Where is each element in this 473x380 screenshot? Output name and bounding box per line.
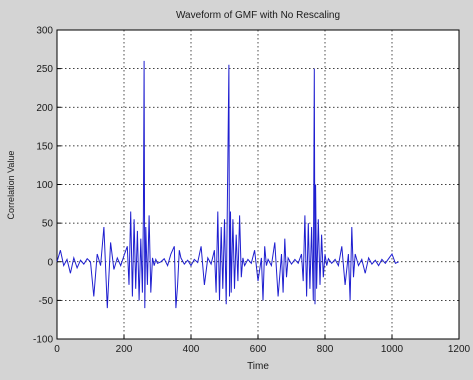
y-tick-label: 100 — [36, 180, 53, 191]
x-axis-label: Time — [247, 361, 269, 372]
y-tick-label: 300 — [36, 26, 53, 37]
y-tick-label: 200 — [36, 103, 53, 114]
x-tick-label: 600 — [250, 344, 267, 355]
series-layer — [56, 60, 399, 309]
y-tick-label: 50 — [42, 219, 54, 230]
y-tick-label: -50 — [39, 296, 54, 307]
grid-lines — [57, 30, 459, 339]
y-tick-label: 0 — [47, 257, 53, 268]
y-axis-label: Correlation Value — [6, 151, 16, 220]
x-tick-label: 0 — [54, 344, 60, 355]
x-tick-label: 1200 — [448, 344, 471, 355]
x-tick-label: 1000 — [381, 344, 404, 355]
chart-title: Waveform of GMF with No Rescaling — [176, 10, 340, 21]
series-line — [56, 60, 399, 309]
axis-ticks: 0 200 400 600 800 1000 1200 -100 -50 0 50 100 150 200… — [33, 26, 471, 356]
y-tick-label: 250 — [36, 64, 53, 75]
x-tick-label: 400 — [183, 344, 200, 355]
y-tick-label: 150 — [36, 141, 53, 152]
x-tick-label: 800 — [317, 344, 334, 355]
x-tick-label: 200 — [116, 344, 133, 355]
y-tick-label: -100 — [33, 335, 53, 346]
